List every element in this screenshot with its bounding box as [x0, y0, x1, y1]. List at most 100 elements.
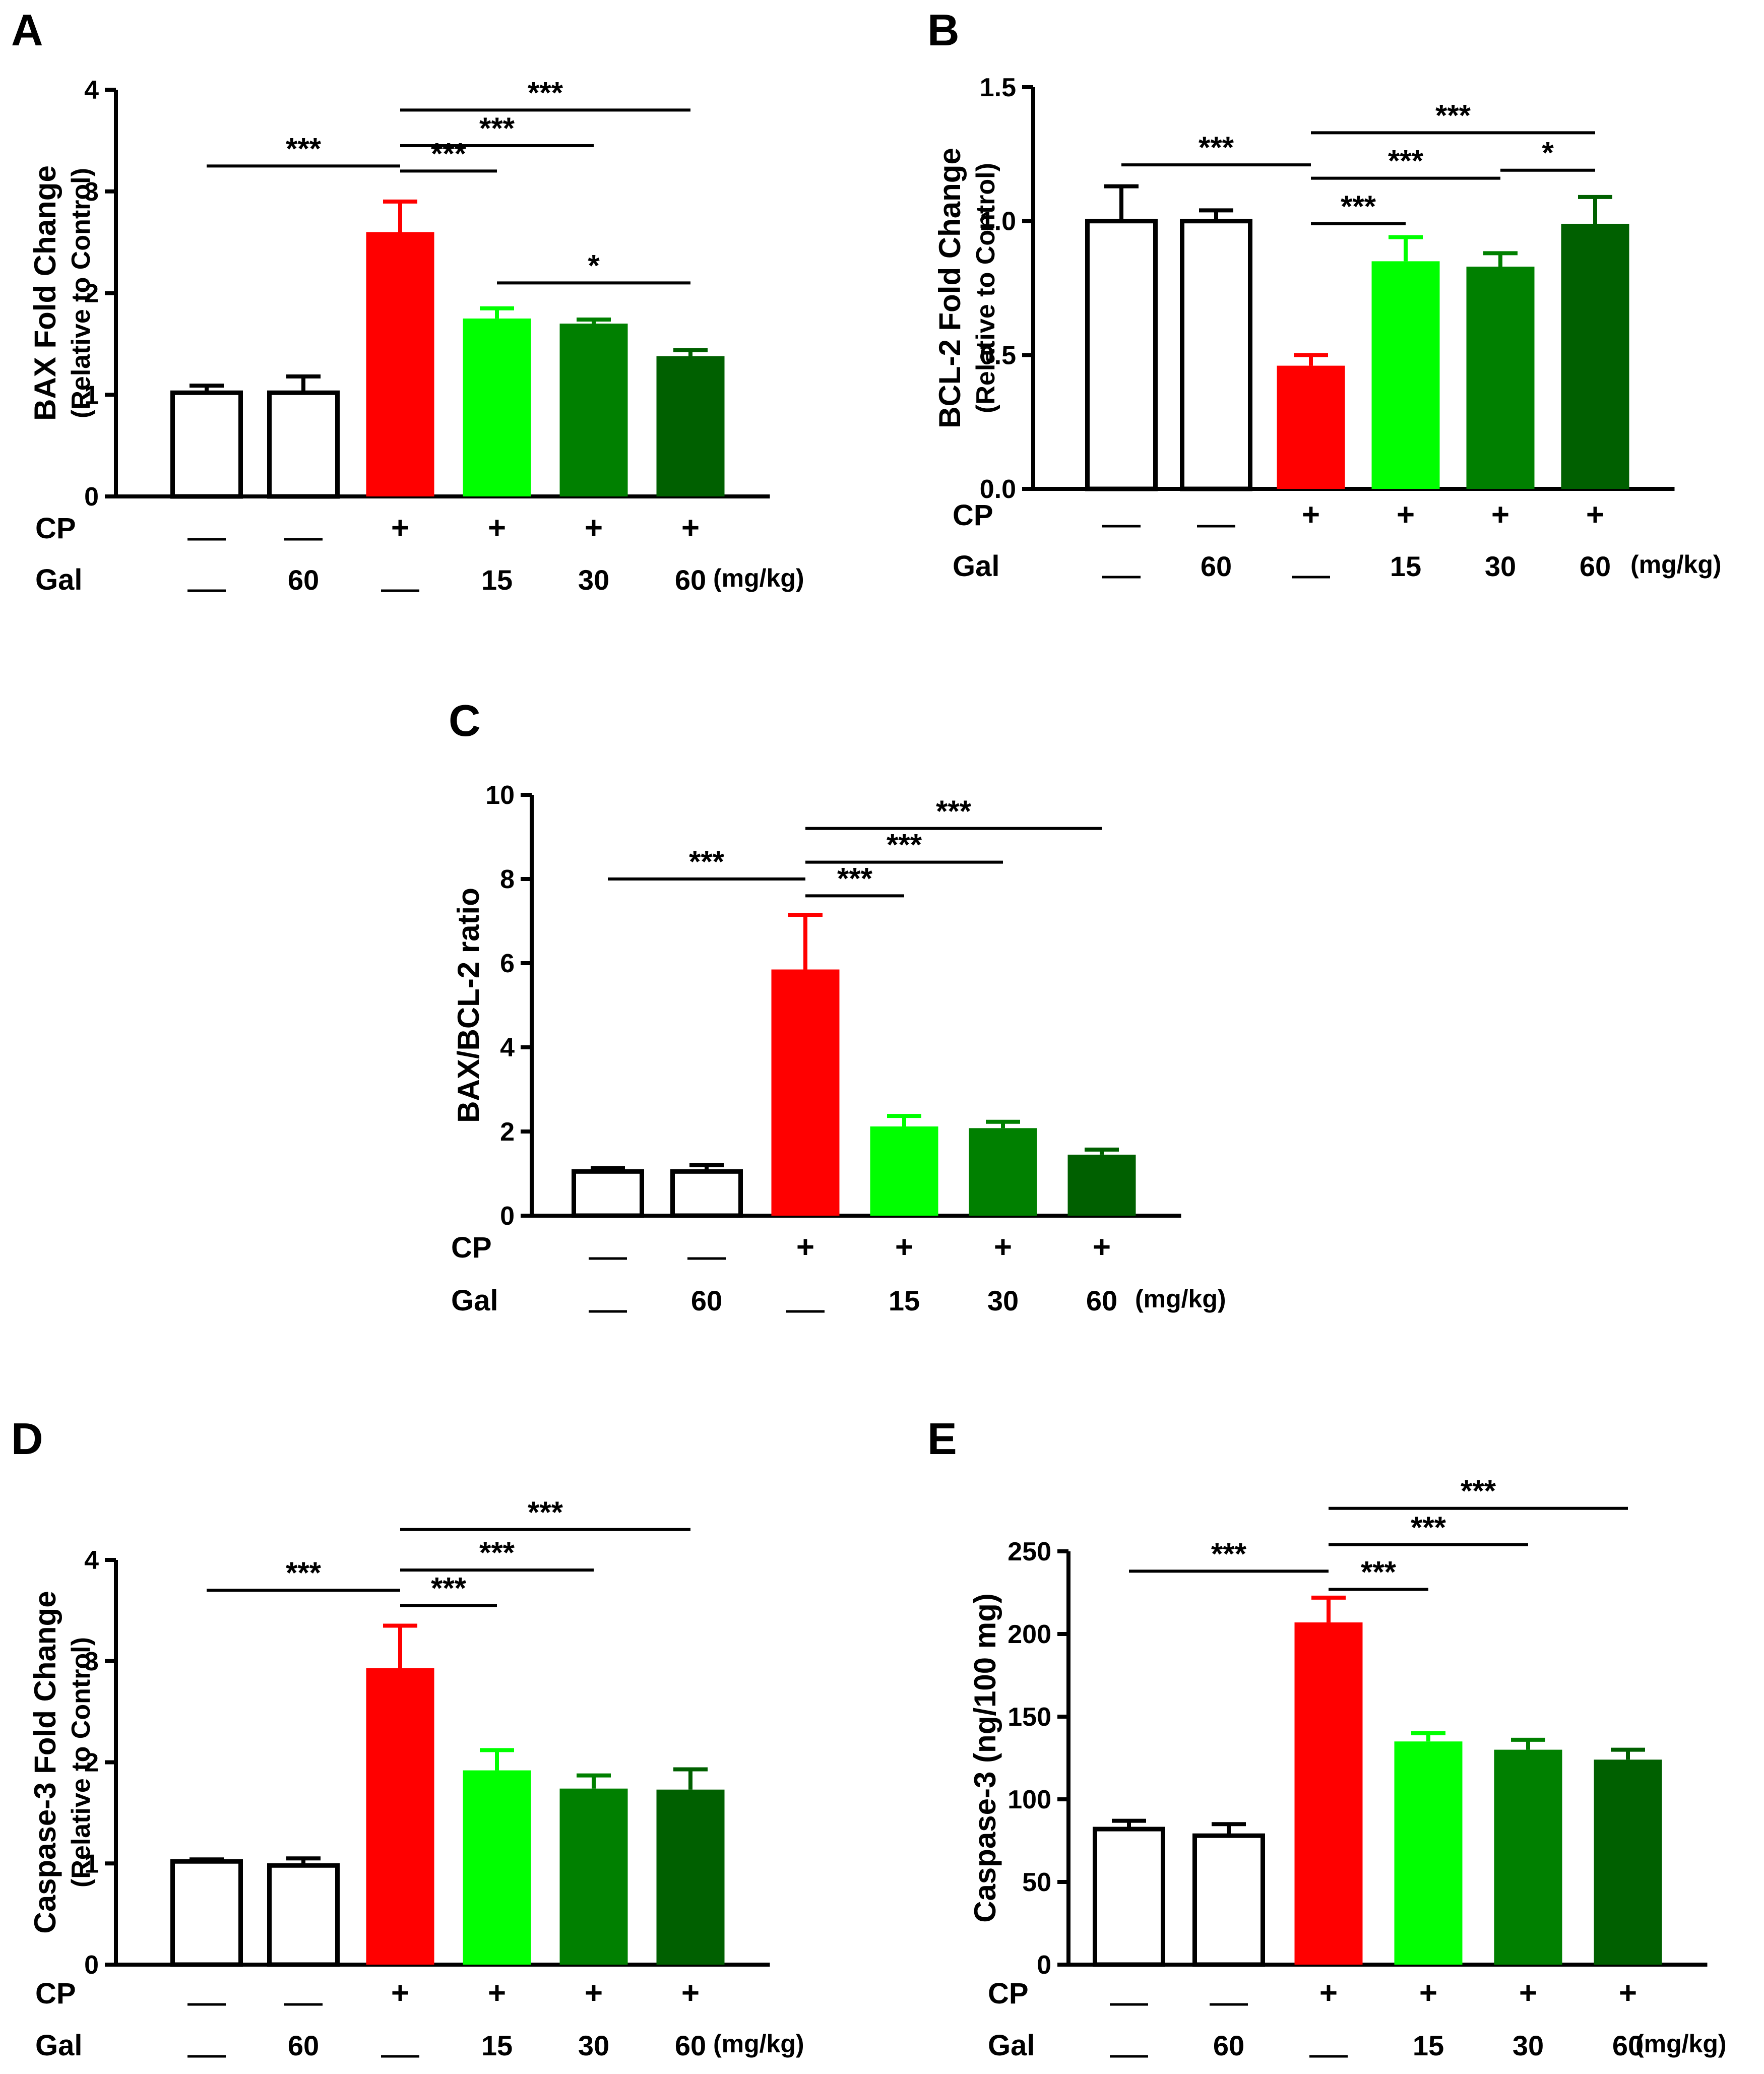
- bar: [170, 1859, 243, 1967]
- cp-value: +: [1619, 1976, 1637, 2010]
- significance-label: ***: [1211, 1537, 1247, 1570]
- panel-letter: E: [927, 1414, 957, 1464]
- significance-label: ***: [286, 1556, 322, 1590]
- y-tick-label: 50: [1022, 1868, 1051, 1897]
- y-tick-label: 2: [500, 1117, 515, 1147]
- cp-value: +: [391, 511, 409, 545]
- bar: [1466, 266, 1535, 489]
- cp-value: +: [1093, 1230, 1111, 1265]
- cp-value: +: [1491, 497, 1509, 532]
- bar: [572, 1169, 644, 1218]
- y-tick-label: 0: [84, 1951, 99, 1980]
- significance-label: ***: [431, 137, 467, 170]
- significance-label: ***: [1435, 98, 1471, 132]
- significance-label: ***: [1199, 131, 1234, 164]
- significance-label: ***: [936, 794, 972, 828]
- significance-label: ***: [431, 1571, 467, 1605]
- bar: [366, 1668, 434, 1965]
- significance-label: *: [588, 248, 600, 282]
- cp-value: +: [488, 511, 506, 545]
- gal-value: 60: [288, 2030, 319, 2061]
- y-tick-label: 3: [84, 177, 99, 207]
- cp-row-label: CP: [988, 1977, 1029, 2010]
- cp-value: +: [796, 1230, 814, 1265]
- cp-row-label: CP: [451, 1231, 492, 1264]
- significance-label: ***: [1411, 1511, 1446, 1544]
- bar: [1277, 365, 1345, 489]
- y-tick-label: 1: [84, 1849, 99, 1878]
- gal-value: 30: [987, 1285, 1019, 1316]
- dose-unit-label: (mg/kg): [1135, 1285, 1226, 1313]
- cp-value: +: [488, 1976, 506, 2010]
- bar: [1594, 1759, 1662, 1965]
- cp-value: +: [1586, 497, 1604, 532]
- gal-row-label: Gal: [35, 563, 83, 596]
- gal-value: 60: [1086, 1285, 1117, 1316]
- cp-value: +: [681, 1976, 700, 2010]
- gal-value: 30: [578, 2030, 609, 2061]
- y-tick-label: 1.5: [980, 73, 1016, 102]
- significance-label: ***: [1361, 1555, 1397, 1589]
- y-tick-label: 0.0: [980, 475, 1016, 504]
- gal-value: 60: [1201, 550, 1232, 582]
- bar: [1180, 219, 1252, 491]
- gal-value: 60: [1213, 2030, 1244, 2061]
- y-tick-label: 200: [1007, 1620, 1051, 1649]
- y-tick-label: 4: [84, 76, 99, 105]
- y-tick-label: 1.0: [980, 207, 1016, 236]
- y-tick-label: 0: [500, 1202, 515, 1231]
- y-tick-label: 250: [1007, 1537, 1051, 1566]
- y-tick-label: 0.5: [980, 341, 1016, 370]
- bar: [170, 390, 243, 499]
- bar: [366, 232, 434, 496]
- y-tick-label: 0: [84, 482, 99, 512]
- bar: [1085, 219, 1158, 491]
- panel-c: C 0 2 4 6 8 10 BAX/BCL-2 ratio *** *** *** *** CP Gal…: [449, 696, 1226, 1317]
- dose-unit-label: (mg/kg): [713, 564, 804, 592]
- bar: [1494, 1749, 1562, 1965]
- cp-row-label: CP: [953, 499, 993, 532]
- cp-value: +: [681, 511, 700, 545]
- gal-row-label: Gal: [953, 550, 1000, 583]
- gal-row-label: Gal: [988, 2029, 1035, 2062]
- y-axis-label: BAX/BCL-2 ratio: [452, 888, 485, 1123]
- significance-label: ***: [528, 76, 563, 109]
- cp-value: +: [1397, 497, 1415, 532]
- significance-label: ***: [1461, 1474, 1496, 1508]
- y-tick-label: 4: [500, 1033, 515, 1062]
- dose-unit-label: (mg/kg): [1635, 2030, 1727, 2058]
- panel-letter: D: [11, 1414, 43, 1464]
- gal-value: 60: [675, 2030, 706, 2061]
- cp-value: +: [585, 1976, 603, 2010]
- gal-value: 60: [691, 1285, 722, 1316]
- bar: [656, 1789, 725, 1965]
- y-tick-label: 4: [84, 1546, 99, 1575]
- significance-label: ***: [1341, 190, 1376, 223]
- cp-value: +: [1319, 1976, 1338, 2010]
- y-tick-label: 150: [1007, 1703, 1051, 1732]
- bar: [463, 1770, 531, 1965]
- bar: [870, 1126, 938, 1216]
- bar: [1093, 1827, 1165, 1967]
- y-axis-label: Caspase-3 Fold Change (Relative to Contro…: [28, 1591, 96, 1933]
- gal-row-label: Gal: [35, 2029, 83, 2062]
- y-tick-label: 100: [1007, 1785, 1051, 1814]
- significance-label: ***: [887, 828, 922, 862]
- cp-value: +: [391, 1976, 409, 2010]
- cp-value: +: [994, 1230, 1012, 1265]
- bar: [463, 318, 531, 496]
- y-tick-label: 8: [500, 865, 515, 894]
- bar: [670, 1169, 743, 1218]
- bar: [1067, 1154, 1136, 1216]
- panel-d: D 0 1 2 3 4 Caspase-3 Fold Change (Relative to …: [11, 1414, 804, 2062]
- bar: [559, 1788, 628, 1965]
- y-tick-label: 1: [84, 381, 99, 410]
- bar: [656, 356, 725, 496]
- gal-value: 30: [1513, 2030, 1544, 2061]
- cp-row-label: CP: [35, 1977, 76, 2010]
- y-axis-label: Caspase-3 (ng/100 mg): [968, 1593, 1002, 1923]
- bar: [267, 1863, 340, 1967]
- significance-label: ***: [528, 1495, 563, 1529]
